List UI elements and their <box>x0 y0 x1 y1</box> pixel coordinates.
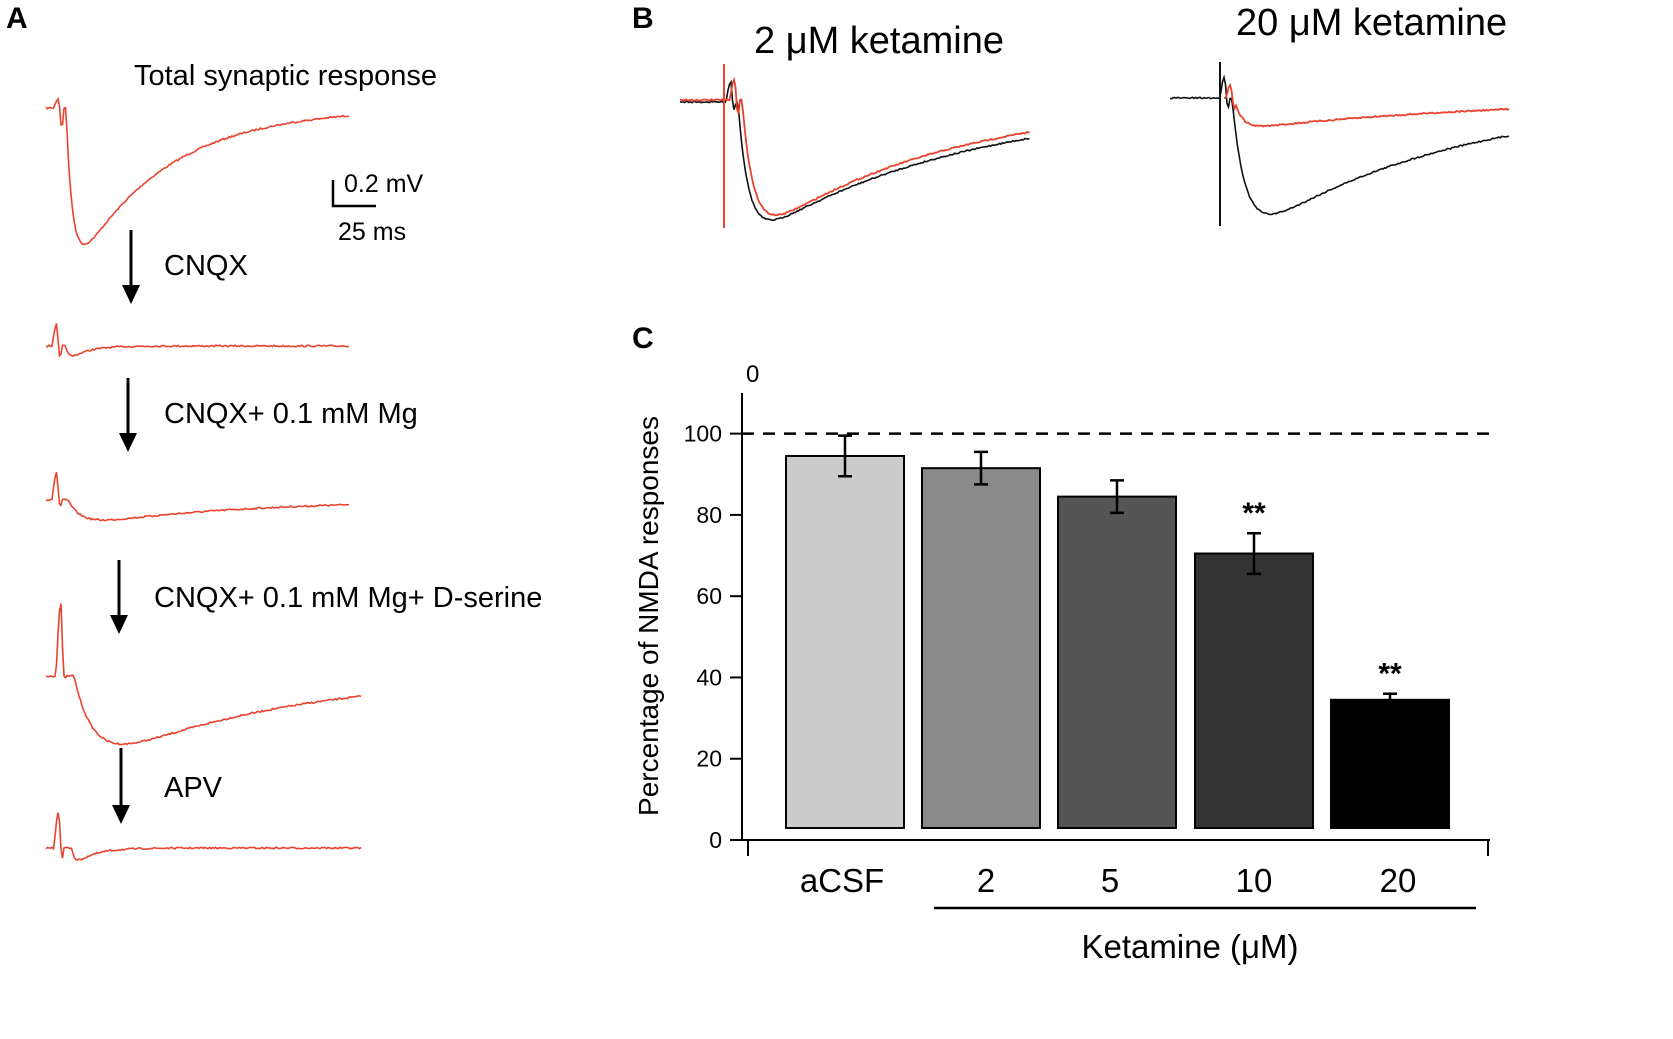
panel-b-traces <box>679 62 1510 228</box>
bar-chart: 0 20 40 60 80 100 ** ** aCSF 2 5 10 20 Percentage … <box>633 361 1490 965</box>
y-tick-label: 60 <box>696 583 722 609</box>
arrow-down-icon <box>110 560 128 634</box>
y-tick-label: 80 <box>696 502 722 528</box>
step-cnqx-label: CNQX <box>164 250 248 282</box>
arrow-down-icon <box>119 378 137 452</box>
y-tick-label: 100 <box>684 421 722 447</box>
panel-a-title: Total synaptic response <box>134 60 438 92</box>
error-bar <box>1110 479 1124 515</box>
trace-cnqx <box>45 323 350 358</box>
x-tick-label-2: 2 <box>977 862 995 899</box>
bar-2 <box>921 467 1041 829</box>
trace-cnqx-mg <box>45 471 350 522</box>
error-bar <box>1247 531 1261 576</box>
scale-bar <box>331 180 376 208</box>
error-bar <box>838 434 852 478</box>
step-cnqx-mg-dserine-label: CNQX+ 0.1 mM Mg+ D-serine <box>154 582 543 614</box>
step-apv-label: APV <box>164 772 223 804</box>
y-tick-label: 40 <box>696 664 722 690</box>
y-tick-label: 20 <box>696 746 722 772</box>
scale-bar-ms-label: 25 ms <box>338 218 407 246</box>
x-tick-label-10: 10 <box>1236 862 1273 899</box>
bar-aCSF <box>785 454 905 829</box>
x-tick-label-20: 20 <box>1380 862 1417 899</box>
y-axis-label: Percentage of NMDA responses <box>633 416 664 816</box>
arrow-down-icon <box>112 748 130 824</box>
x-tick-label-5: 5 <box>1101 862 1119 899</box>
panel-b-title-2um: 2 μM ketamine <box>754 20 1004 62</box>
error-bar <box>974 450 988 486</box>
trace-total-response <box>45 96 350 245</box>
y-tick-label: 0 <box>709 827 722 853</box>
panel-b-title-20um: 20 μM ketamine <box>1236 2 1508 44</box>
significance-label: ** <box>1378 658 1402 691</box>
panel-b-letter: B <box>632 2 654 35</box>
x-tick-label-aCSF: aCSF <box>800 862 884 899</box>
error-bar <box>1383 692 1397 708</box>
bar-10 <box>1194 552 1314 829</box>
significance-label: ** <box>1242 497 1266 530</box>
trace-apv <box>45 812 362 861</box>
panel-c-letter: C <box>632 322 654 355</box>
x-tick-labels: aCSF 2 5 10 20 <box>800 862 1417 899</box>
step-cnqx-mg-label: CNQX+ 0.1 mM Mg <box>164 398 418 430</box>
bar-20 <box>1330 698 1450 830</box>
scale-bar-mv-label: 0.2 mV <box>344 170 424 198</box>
trace-20um-ketamine <box>1223 82 1510 128</box>
panel-a-traces <box>45 96 376 861</box>
arrow-down-icon <box>122 230 140 304</box>
trace-2um-ketamine <box>679 76 1030 217</box>
y-top-tick-label: 0 <box>746 361 759 388</box>
trace-2um-control <box>679 79 1030 221</box>
trace-cnqx-mg-dserine <box>45 603 362 746</box>
bar-5 <box>1057 495 1177 829</box>
panel-a-letter: A <box>6 2 28 35</box>
y-ticks: 0 20 40 60 80 100 <box>684 421 742 853</box>
x-axis-label: Ketamine (μM) <box>1081 928 1298 965</box>
bars: ** ** <box>785 434 1450 830</box>
